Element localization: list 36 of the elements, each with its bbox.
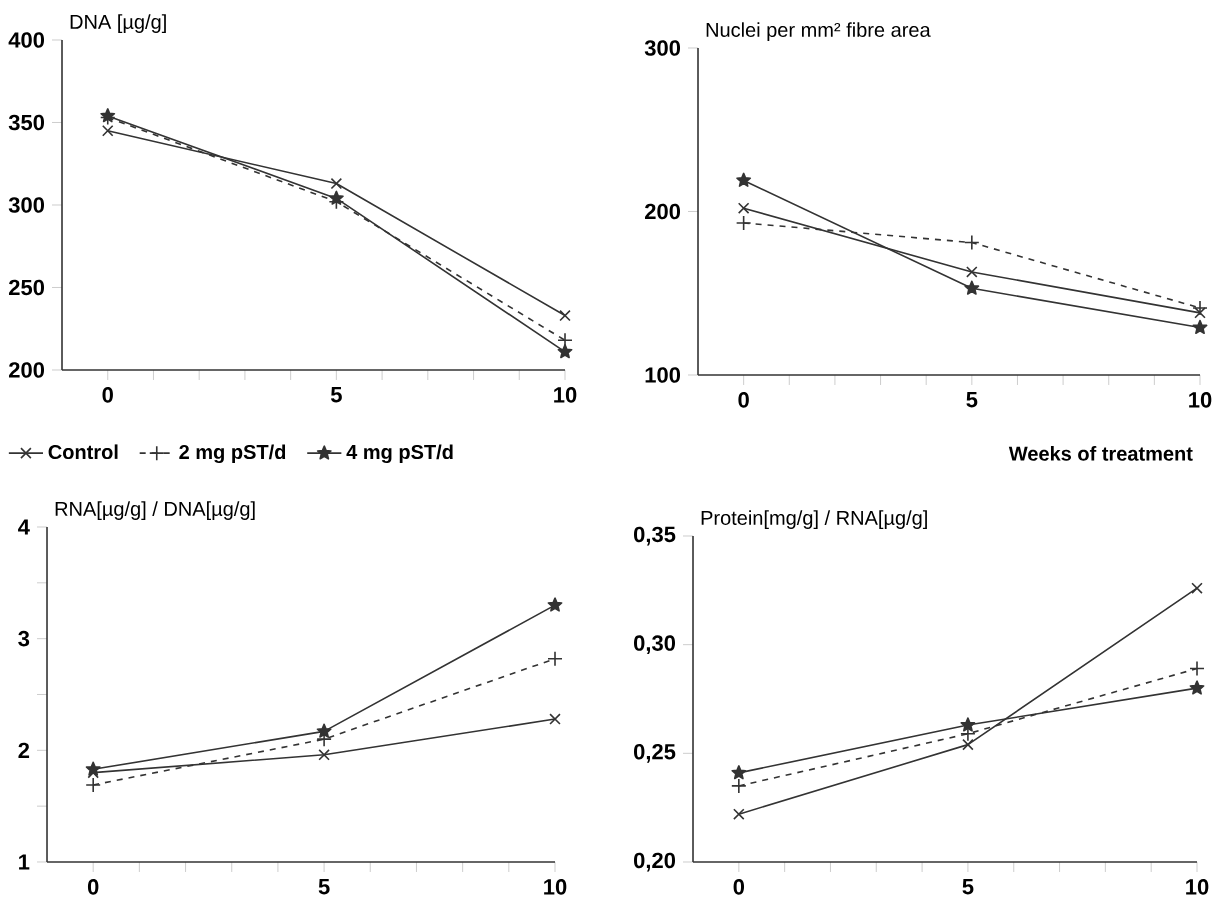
x-tick-label: 0 <box>738 392 749 408</box>
legend-label: 2 mg pST/d <box>179 444 286 464</box>
x-tick-label: 0 <box>102 387 113 403</box>
y-tick-label: 2 <box>18 742 30 758</box>
y-tick-label: 0,20 <box>634 852 676 872</box>
y-tick-label: 4 <box>18 519 30 535</box>
x-tick-label: 5 <box>966 392 978 408</box>
y-axis-title: RNA[µg/g] / DNA[µg/g] <box>55 501 255 520</box>
y-tick-label: 1 <box>19 854 30 870</box>
x-tick-label: 5 <box>318 879 330 895</box>
x-tick-label: 10 <box>554 387 577 403</box>
legend-label: Control <box>48 444 118 460</box>
x-tick-label: 5 <box>330 387 342 403</box>
x-tick-label: 10 <box>544 879 567 895</box>
x-tick-label: 0 <box>87 879 99 895</box>
y-axis-title: DNA [µg/g] <box>70 14 166 33</box>
y-tick-label: 3 <box>18 630 30 647</box>
y-tick-label: 100 <box>645 367 681 383</box>
y-axis-title: Nuclei per mm² fibre area <box>706 22 931 41</box>
y-tick-label: 200 <box>644 203 681 220</box>
y-tick-label: 250 <box>8 279 45 296</box>
y-axis-title: Protein[mg/g] / RNA[µg/g] <box>701 510 927 529</box>
y-tick-label: 0,35 <box>634 526 676 546</box>
x-tick-label: 5 <box>962 879 974 895</box>
y-tick-label: 200 <box>8 362 45 378</box>
x-tick-label: 10 <box>1189 392 1212 408</box>
y-tick-label: 400 <box>8 32 45 48</box>
y-tick-label: 300 <box>8 197 45 213</box>
legend-label: 4 mg pST/d <box>346 444 453 464</box>
y-tick-label: 300 <box>644 40 681 56</box>
y-tick-label: 0,30 <box>634 635 676 655</box>
x-axis-title: Weeks of treatment <box>1008 446 1193 461</box>
y-tick-label: 0,25 <box>634 743 676 763</box>
x-tick-label: 0 <box>733 879 745 895</box>
y-tick-label: 350 <box>8 114 45 131</box>
x-tick-label: 10 <box>1186 879 1209 895</box>
